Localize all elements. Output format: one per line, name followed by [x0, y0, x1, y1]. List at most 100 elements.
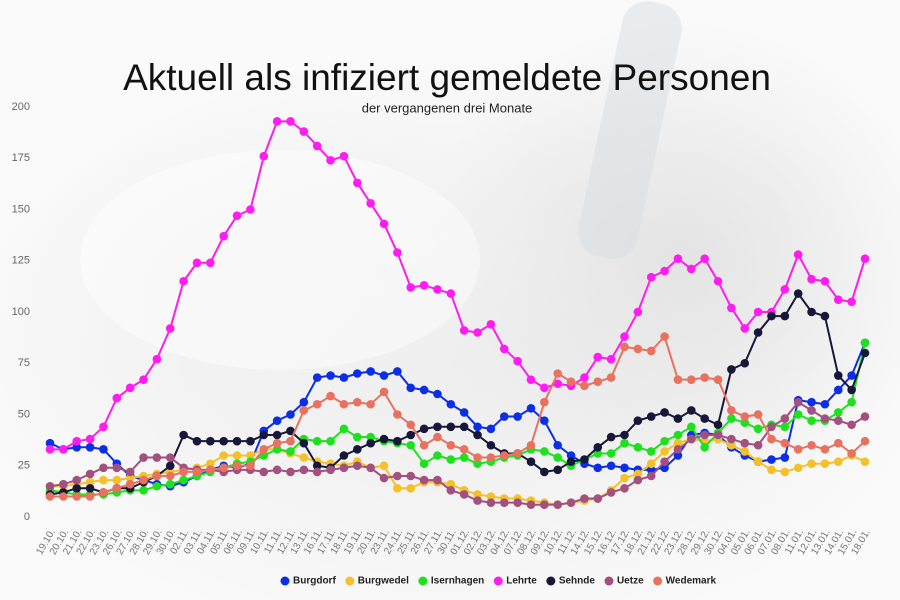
data-point — [606, 432, 616, 442]
data-point — [807, 397, 816, 407]
data-point — [673, 451, 683, 460]
data-point — [179, 467, 188, 477]
data-point — [660, 457, 669, 466]
data-point — [393, 484, 402, 493]
data-point — [272, 465, 282, 475]
data-point — [633, 475, 643, 485]
data-point — [433, 422, 442, 432]
data-point — [793, 445, 803, 454]
data-point — [513, 412, 522, 421]
data-point — [312, 467, 322, 477]
data-point — [713, 430, 723, 440]
data-point — [540, 416, 549, 425]
chart-title: Aktuell als infiziert gemeldete Personen — [123, 57, 771, 98]
data-point — [593, 352, 603, 362]
data-point — [753, 307, 763, 317]
data-point — [232, 436, 242, 446]
data-point — [85, 469, 95, 479]
data-point — [820, 459, 830, 469]
data-point — [473, 422, 482, 432]
y-tick-label: 200 — [12, 101, 30, 113]
data-point — [673, 375, 683, 384]
legend-marker — [345, 576, 355, 586]
background-glove — [80, 150, 480, 370]
data-point — [419, 459, 429, 469]
data-point — [673, 414, 683, 423]
y-tick-label: 150 — [12, 203, 30, 215]
data-point — [393, 471, 402, 481]
data-point — [687, 434, 696, 444]
data-point — [820, 445, 830, 454]
data-point — [152, 453, 162, 462]
data-point — [860, 412, 870, 421]
data-point — [59, 445, 68, 454]
data-point — [393, 367, 402, 376]
data-point — [713, 420, 723, 430]
data-point — [713, 375, 723, 384]
data-point — [780, 311, 790, 321]
data-point — [446, 289, 456, 298]
data-point — [459, 445, 469, 454]
legend-marker — [653, 576, 663, 586]
data-point — [206, 459, 215, 469]
data-point — [540, 467, 549, 477]
legend-marker — [493, 576, 503, 586]
data-point — [847, 397, 856, 407]
data-point — [459, 453, 469, 462]
data-point — [473, 453, 482, 462]
data-point — [206, 436, 215, 446]
data-point — [352, 445, 362, 454]
data-point — [206, 465, 215, 475]
data-point — [446, 486, 456, 495]
data-point — [486, 453, 496, 462]
data-point — [379, 461, 389, 471]
data-point — [125, 383, 135, 393]
data-point — [165, 453, 175, 462]
data-point — [259, 151, 269, 161]
legend-label: Sehnde — [559, 576, 596, 587]
data-point — [299, 127, 309, 136]
data-point — [660, 447, 669, 456]
data-point — [660, 463, 669, 473]
data-point — [833, 295, 843, 305]
data-point — [299, 397, 309, 407]
data-point — [433, 389, 442, 399]
data-point — [526, 440, 536, 450]
data-point — [620, 438, 629, 448]
data-point — [339, 424, 349, 434]
data-point — [326, 436, 335, 446]
data-point — [299, 438, 309, 448]
data-point — [566, 451, 576, 460]
data-point — [459, 490, 469, 499]
data-point — [286, 410, 295, 419]
data-point — [366, 463, 375, 473]
data-point — [513, 449, 522, 458]
data-point — [833, 371, 843, 380]
data-point — [286, 426, 295, 436]
data-point — [540, 383, 549, 393]
data-point — [393, 436, 402, 446]
data-point — [246, 461, 255, 471]
data-point — [727, 303, 736, 313]
data-point — [526, 500, 536, 510]
data-point — [860, 338, 870, 348]
data-point — [459, 326, 469, 335]
data-point — [740, 447, 750, 456]
data-point — [339, 373, 349, 382]
data-point — [72, 484, 82, 493]
data-point — [807, 416, 816, 425]
data-point — [352, 397, 362, 407]
data-point — [259, 445, 269, 454]
data-point — [660, 436, 669, 446]
data-point — [379, 371, 389, 380]
data-point — [459, 422, 469, 432]
data-point — [393, 248, 402, 257]
data-point — [646, 272, 656, 282]
data-point — [165, 461, 175, 471]
data-point — [673, 430, 683, 440]
data-point — [406, 440, 416, 450]
data-point — [72, 443, 82, 452]
data-point — [406, 383, 416, 393]
data-point — [620, 463, 629, 473]
data-point — [593, 494, 603, 503]
